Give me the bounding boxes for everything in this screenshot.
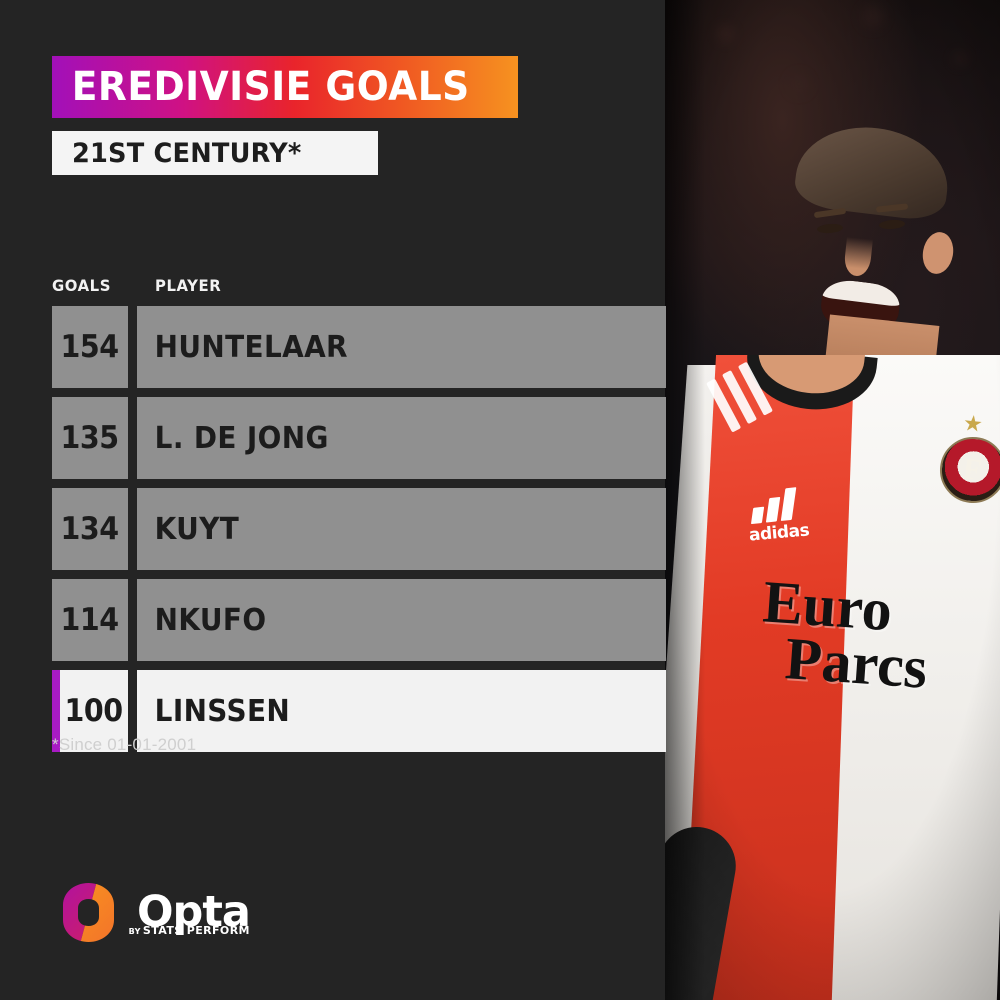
- player-name: HUNTELAAR: [154, 329, 348, 365]
- goals-value: 114: [60, 602, 120, 638]
- player-name: L. DE JONG: [154, 420, 329, 456]
- kit-sponsor: Euro Parcs: [757, 568, 1000, 702]
- table-row[interactable]: 135 L. DE JONG: [52, 397, 666, 479]
- goals-cell: 154: [52, 306, 128, 388]
- goals-value: 154: [60, 329, 120, 365]
- crest-letter: F: [961, 452, 984, 487]
- goals-cell: 114: [52, 579, 128, 661]
- rankings-table: 154 HUNTELAAR 135 L. DE JONG 134: [52, 306, 666, 761]
- player-cell: LINSSEN: [137, 670, 666, 752]
- opta-byline: BY STATS PERFORM: [129, 924, 250, 937]
- content-panel: EREDIVISIE GOALS 21ST CENTURY* GOALS PLA…: [52, 56, 666, 944]
- player-cell: KUYT: [137, 488, 666, 570]
- cell-gap: [128, 306, 137, 388]
- table-row-highlighted[interactable]: 100 LINSSEN: [52, 670, 666, 752]
- player-name: LINSSEN: [154, 693, 291, 729]
- adidas-logo-icon: [749, 484, 810, 525]
- goals-value: 134: [60, 511, 120, 547]
- page-title: EREDIVISIE GOALS: [71, 64, 470, 110]
- player-photo: adidas F ★ Euro Parcs 10: [665, 0, 1000, 1000]
- column-header-goals: GOALS: [52, 276, 111, 295]
- title-banner: EREDIVISIE GOALS: [52, 56, 518, 118]
- table-row[interactable]: 114 NKUFO: [52, 579, 666, 661]
- cell-gap: [128, 579, 137, 661]
- goals-value: 135: [60, 420, 120, 456]
- opta-logo[interactable]: Opta BY STATS PERFORM: [57, 881, 251, 944]
- crest-star-icon: ★: [961, 410, 985, 437]
- opta-mark-icon: [57, 881, 120, 944]
- player-cell: L. DE JONG: [137, 397, 666, 479]
- table-column-headers: GOALS PLAYER: [52, 276, 612, 296]
- player-name: KUYT: [154, 511, 240, 547]
- table-row[interactable]: 134 KUYT: [52, 488, 666, 570]
- highlight-accent-bar: [52, 670, 60, 752]
- footnote: *Since 01-01-2001: [52, 735, 197, 754]
- player-name: NKUFO: [154, 602, 267, 638]
- player-cell: HUNTELAAR: [137, 306, 666, 388]
- player-cell: NKUFO: [137, 579, 666, 661]
- player-kit: adidas F ★ Euro Parcs 10: [665, 355, 1000, 1000]
- opta-text: Opta: [137, 887, 251, 937]
- sponsor-line-2: Parcs: [783, 625, 930, 702]
- subtitle-banner: 21ST CENTURY*: [52, 131, 378, 175]
- cell-gap: [128, 488, 137, 570]
- goals-cell: 135: [52, 397, 128, 479]
- page-subtitle: 21ST CENTURY*: [71, 137, 302, 169]
- column-header-player: PLAYER: [155, 276, 222, 295]
- opta-byline-text: STATS PERFORM: [142, 924, 250, 937]
- goals-cell: 134: [52, 488, 128, 570]
- goals-cell: 100: [60, 670, 128, 752]
- opta-byline-by: BY: [128, 927, 141, 936]
- table-row[interactable]: 154 HUNTELAAR: [52, 306, 666, 388]
- goals-value: 100: [64, 693, 124, 729]
- opta-wordmark: Opta BY STATS PERFORM: [129, 887, 251, 938]
- cell-gap: [128, 397, 137, 479]
